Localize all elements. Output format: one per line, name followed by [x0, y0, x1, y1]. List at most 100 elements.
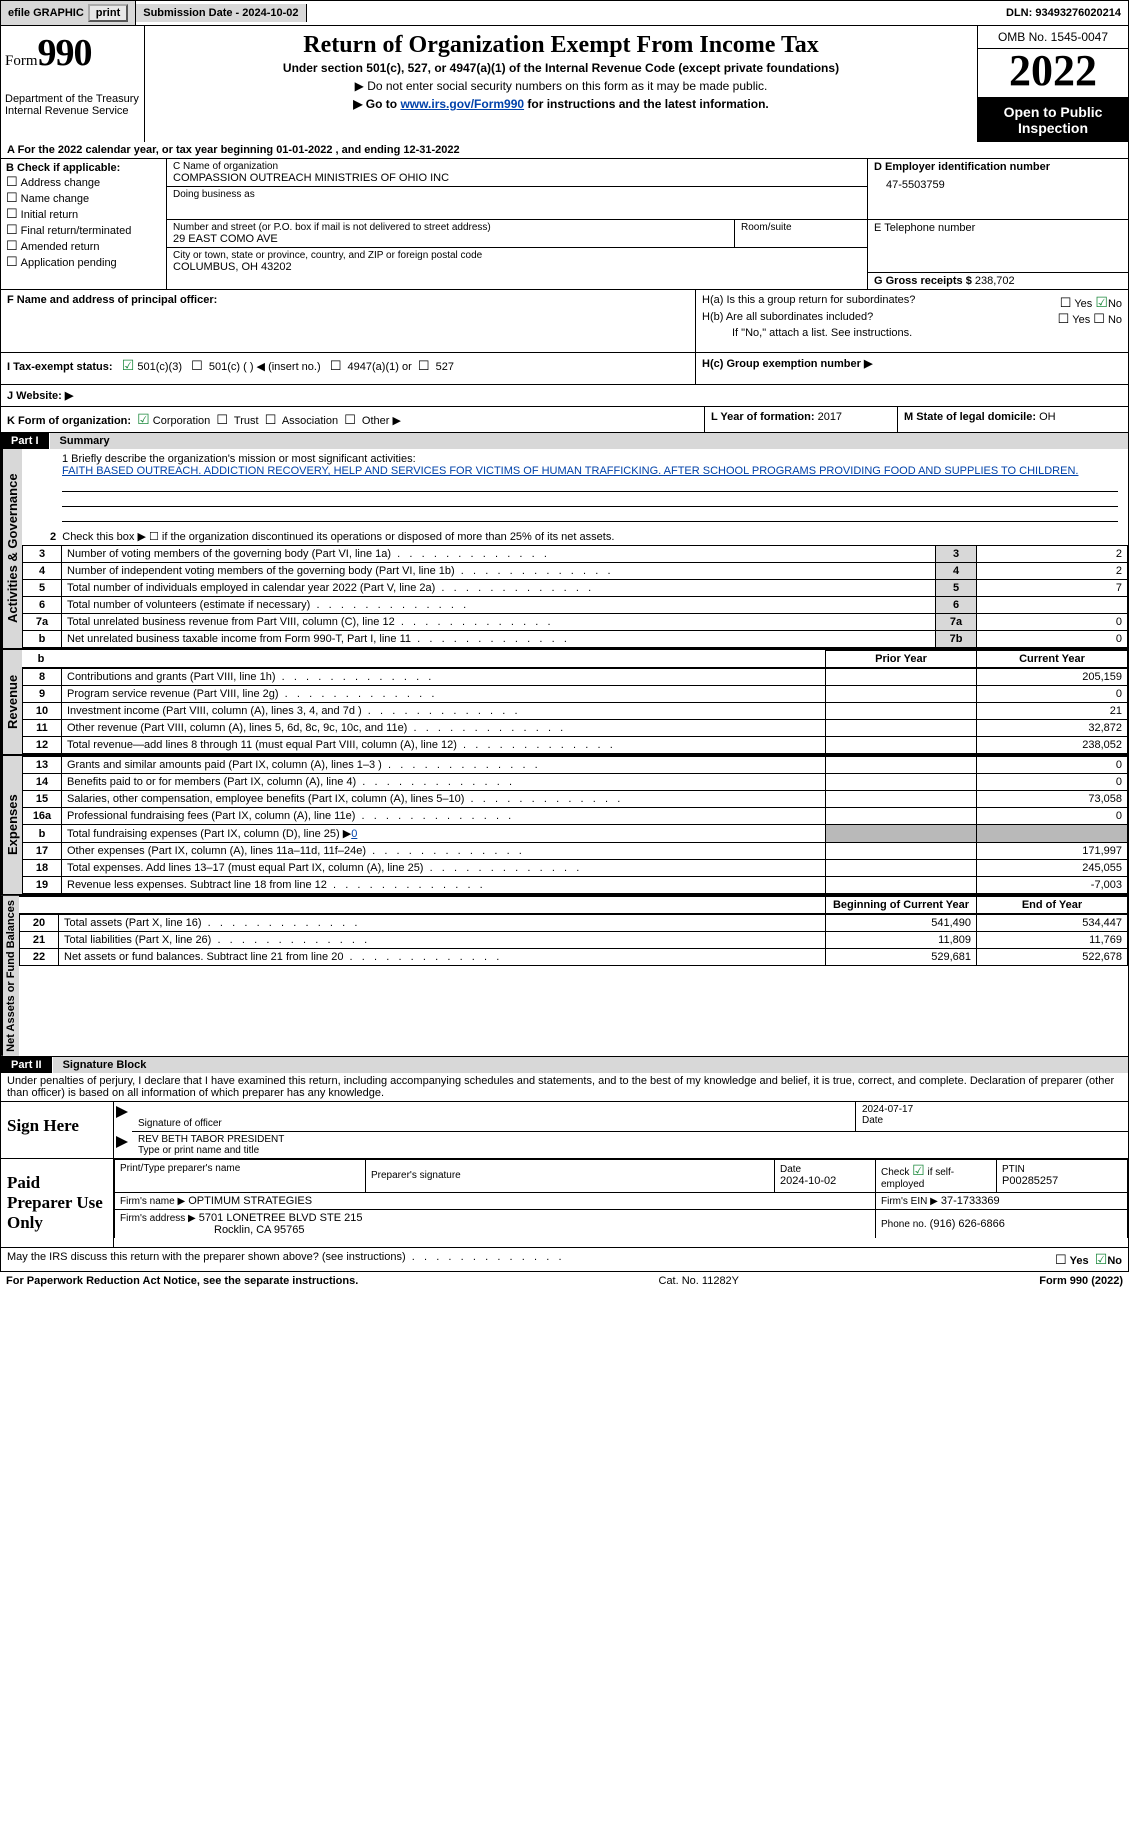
col-d: D Employer identification number 47-5503…	[868, 159, 1128, 289]
b-item[interactable]: ☐Application pending	[6, 254, 161, 270]
f-box: F Name and address of principal officer:	[1, 290, 696, 352]
arrow-icon	[116, 1106, 128, 1118]
row-a: A For the 2022 calendar year, or tax yea…	[0, 142, 1129, 159]
city-box: City or town, state or province, country…	[167, 248, 867, 275]
side-netassets: Net Assets or Fund Balances	[1, 896, 19, 1056]
col-b: B Check if applicable: ☐Address change ☐…	[1, 159, 167, 289]
m-label: M State of legal domicile:	[904, 411, 1036, 423]
header-left: Form990 Department of the Treasury Inter…	[1, 26, 145, 142]
prep-sig-label: Preparer's signature	[371, 1170, 769, 1181]
ha-label: H(a) Is this a group return for subordin…	[702, 294, 915, 311]
no3: No	[1107, 1255, 1122, 1267]
firm-addr1: 5701 LONETREE BLVD STE 215	[199, 1212, 363, 1224]
part1-wrap: Part I Summary Activities & Governance 1…	[0, 433, 1129, 1057]
dba-label: Doing business as	[173, 189, 861, 200]
h-box: H(a) Is this a group return for subordin…	[696, 290, 1128, 352]
b-item[interactable]: ☐Final return/terminated	[6, 222, 161, 238]
hb-note: If "No," attach a list. See instructions…	[702, 327, 1122, 339]
print-button[interactable]: print	[88, 4, 128, 22]
goto-pre: ▶ Go to	[353, 97, 400, 111]
tel-box: E Telephone number	[868, 220, 1128, 273]
mission-box: 1 Briefly describe the organization's mi…	[22, 449, 1128, 524]
yes-label: Yes	[1074, 298, 1092, 310]
header-center: Return of Organization Exempt From Incom…	[145, 26, 977, 142]
sig-date: 2024-07-17	[862, 1104, 1122, 1115]
sig-officer-label: Signature of officer	[138, 1118, 222, 1129]
mission-label: 1 Briefly describe the organization's mi…	[62, 453, 1118, 465]
form-header: Form990 Department of the Treasury Inter…	[0, 26, 1129, 142]
ptin-label: PTIN	[1002, 1164, 1122, 1175]
hb-label: H(b) Are all subordinates included?	[702, 311, 873, 327]
part1-title: Summary	[50, 433, 1128, 449]
ein-value: 47-5503759	[874, 173, 1122, 197]
dept-treasury: Department of the Treasury	[5, 93, 140, 105]
col-prior: Prior Year	[826, 651, 977, 668]
col-current: Current Year	[977, 651, 1128, 668]
rev-table: 8Contributions and grants (Part VIII, li…	[22, 668, 1128, 754]
city-label: City or town, state or province, country…	[173, 250, 861, 261]
sign-here-row: Sign Here Signature of officer 2024-07-1…	[1, 1101, 1128, 1158]
b-item[interactable]: ☐Name change	[6, 190, 161, 206]
paid-preparer-row: Paid Preparer Use Only Print/Type prepar…	[1, 1158, 1128, 1247]
irs-label: Internal Revenue Service	[5, 105, 140, 117]
expenses-block: Expenses 13Grants and similar amounts pa…	[1, 754, 1128, 894]
name-label: C Name of organization	[173, 161, 861, 172]
name-title-line: REV BETH TABOR PRESIDENT Type or print n…	[132, 1132, 1128, 1158]
phone-value: (916) 626-6866	[930, 1218, 1005, 1230]
prep-date: 2024-10-02	[780, 1175, 870, 1187]
form-num: 990	[38, 32, 92, 74]
arrow-icon2	[116, 1136, 128, 1148]
top-bar: efile GRAPHIC print Submission Date - 20…	[0, 0, 1129, 26]
line2-text: Check this box ▶ ☐ if the organization d…	[62, 531, 614, 543]
phone-label: Phone no.	[881, 1219, 927, 1230]
line2: 2 Check this box ▶ ☐ if the organization…	[22, 524, 1128, 545]
prep-date-label: Date	[780, 1164, 870, 1175]
paid-label: Paid Preparer Use Only	[1, 1159, 114, 1247]
name-title: REV BETH TABOR PRESIDENT	[138, 1134, 1122, 1145]
sig-date-box: 2024-07-17 Date	[856, 1102, 1128, 1132]
city-value: COLUMBUS, OH 43202	[173, 261, 861, 273]
footer-left: For Paperwork Reduction Act Notice, see …	[6, 1275, 358, 1287]
dln: DLN: 93493276020214	[999, 4, 1128, 22]
firm-ein: 37-1733369	[941, 1195, 1000, 1207]
hc-box: H(c) Group exemption number ▶	[696, 353, 1128, 384]
org-name: COMPASSION OUTREACH MINISTRIES OF OHIO I…	[173, 172, 861, 184]
tax-year: 2022	[978, 49, 1128, 98]
b-item[interactable]: ☐Initial return	[6, 206, 161, 222]
b-item[interactable]: ☐Address change	[6, 174, 161, 190]
m-value: OH	[1039, 411, 1056, 423]
room-label: Room/suite	[741, 222, 861, 233]
section-bcd: B Check if applicable: ☐Address change ☐…	[0, 159, 1129, 290]
k-assoc: Association	[282, 415, 338, 427]
firm-addr-label: Firm's address ▶	[120, 1213, 196, 1224]
efile-box: efile GRAPHIC print	[1, 1, 136, 25]
addr-label: Number and street (or P.O. box if mail i…	[173, 222, 728, 233]
form-subtitle: Under section 501(c), 527, or 4947(a)(1)…	[153, 61, 969, 75]
tel-label: E Telephone number	[874, 222, 1122, 234]
col-end: End of Year	[977, 897, 1128, 914]
gross-value: 238,702	[975, 275, 1015, 287]
side-revenue: Revenue	[1, 650, 22, 754]
sign-here-label: Sign Here	[1, 1102, 114, 1158]
hb-answer: ☐Yes ☐No	[1058, 311, 1122, 327]
b-app-pending: Application pending	[21, 257, 117, 269]
addr-value: 29 EAST COMO AVE	[173, 233, 728, 245]
addr-box: Number and street (or P.O. box if mail i…	[167, 220, 735, 247]
ul3	[62, 507, 1118, 522]
b-name-change: Name change	[21, 193, 90, 205]
b-final-return: Final return/terminated	[21, 225, 132, 237]
paid-content: Print/Type preparer's name Preparer's si…	[114, 1159, 1128, 1247]
hc-label: H(c) Group exemption number ▶	[702, 358, 872, 370]
note-goto: ▶ Go to www.irs.gov/Form990 for instruct…	[153, 97, 969, 111]
yes3: Yes	[1070, 1255, 1089, 1267]
firm-ein-label: Firm's EIN ▶	[881, 1196, 938, 1207]
mission-text[interactable]: FAITH BASED OUTREACH. ADDICTION RECOVERY…	[62, 465, 1078, 477]
room-box: Room/suite	[735, 220, 867, 247]
irs-link[interactable]: www.irs.gov/Form990	[400, 97, 524, 111]
b-item[interactable]: ☐Amended return	[6, 238, 161, 254]
footer-mid: Cat. No. 11282Y	[659, 1275, 740, 1287]
note-ssn: ▶ Do not enter social security numbers o…	[153, 79, 969, 93]
ein-label: D Employer identification number	[874, 161, 1122, 173]
netassets-block: Net Assets or Fund Balances Beginning of…	[1, 894, 1128, 1056]
ein-box: D Employer identification number 47-5503…	[868, 159, 1128, 220]
